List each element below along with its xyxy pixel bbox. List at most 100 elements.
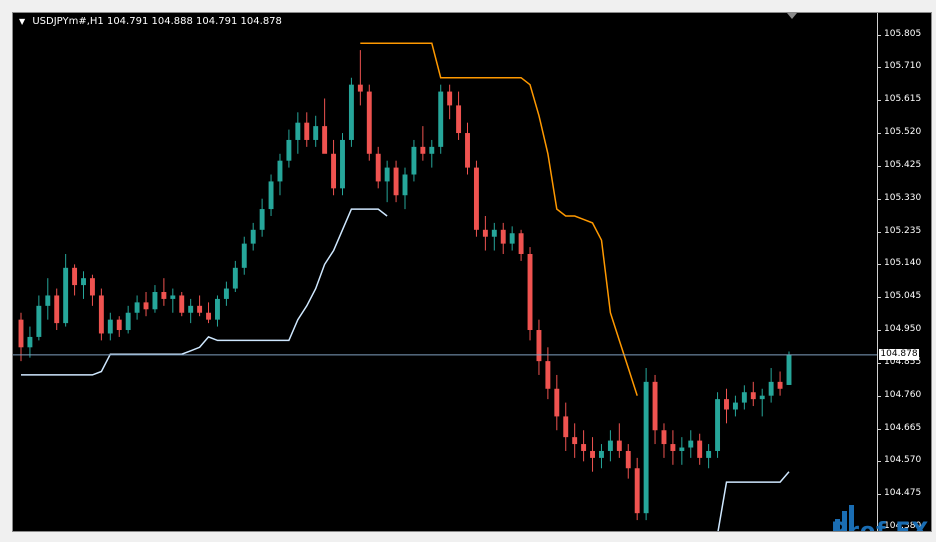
bear-candle[interactable]: [357, 84, 363, 92]
bull-candle[interactable]: [438, 91, 444, 147]
bull-candle[interactable]: [411, 146, 417, 175]
bull-candle[interactable]: [402, 174, 408, 196]
bull-candle[interactable]: [250, 229, 256, 244]
bull-candle[interactable]: [509, 233, 515, 244]
bear-candle[interactable]: [72, 267, 78, 286]
bull-candle[interactable]: [786, 354, 792, 385]
bull-candle[interactable]: [599, 450, 604, 458]
bull-candle[interactable]: [27, 336, 33, 348]
bull-candle[interactable]: [45, 295, 51, 306]
bear-candle[interactable]: [572, 437, 578, 445]
bear-candle[interactable]: [661, 430, 667, 445]
bull-candle[interactable]: [188, 305, 194, 313]
bear-candle[interactable]: [116, 319, 122, 331]
bull-candle[interactable]: [215, 298, 220, 320]
bear-candle[interactable]: [456, 105, 462, 134]
chart-window[interactable]: ▼ USDJPYm#,H1 104.791 104.888 104.791 10…: [12, 12, 932, 532]
bull-candle[interactable]: [768, 381, 774, 396]
bull-candle[interactable]: [259, 209, 265, 230]
bull-candle[interactable]: [607, 440, 613, 451]
bull-candle[interactable]: [643, 381, 649, 514]
price-axis-tick: [877, 34, 881, 36]
bear-candle[interactable]: [482, 229, 488, 237]
bear-candle[interactable]: [724, 399, 729, 410]
current-price-label: 104.878: [879, 348, 919, 360]
bull-candle[interactable]: [134, 302, 140, 313]
bull-candle[interactable]: [125, 312, 131, 331]
bear-candle[interactable]: [197, 305, 203, 313]
bull-candle[interactable]: [741, 392, 747, 403]
bear-candle[interactable]: [625, 450, 631, 469]
bear-candle[interactable]: [500, 229, 506, 244]
bull-candle[interactable]: [223, 288, 229, 299]
bear-candle[interactable]: [143, 302, 149, 310]
price-axis-tick: [877, 362, 881, 364]
bull-candle[interactable]: [759, 395, 765, 400]
bull-candle[interactable]: [152, 292, 158, 310]
price-chart-plot[interactable]: [13, 13, 877, 532]
bull-candle[interactable]: [706, 450, 712, 458]
price-axis-label: 105.520: [884, 127, 922, 138]
bear-candle[interactable]: [89, 278, 95, 296]
bull-candle[interactable]: [429, 146, 435, 154]
bear-candle[interactable]: [420, 146, 426, 154]
price-axis-tick: [877, 461, 881, 463]
bull-candle[interactable]: [348, 84, 354, 140]
price-axis-tick: [877, 165, 881, 167]
bear-candle[interactable]: [473, 167, 479, 230]
bear-candle[interactable]: [777, 381, 783, 389]
bull-candle[interactable]: [241, 243, 247, 268]
bear-candle[interactable]: [366, 91, 372, 154]
bear-candle[interactable]: [375, 153, 381, 182]
bear-candle[interactable]: [590, 450, 595, 458]
bull-candle[interactable]: [491, 229, 497, 237]
bear-candle[interactable]: [545, 361, 551, 389]
bull-candle[interactable]: [679, 447, 685, 451]
bear-candle[interactable]: [697, 440, 703, 458]
bull-candle[interactable]: [295, 122, 301, 140]
price-axis-tick: [877, 297, 881, 299]
bull-candle[interactable]: [232, 267, 238, 289]
bear-candle[interactable]: [581, 444, 587, 451]
bull-candle[interactable]: [313, 126, 319, 140]
bull-candle[interactable]: [81, 278, 86, 286]
bull-candle[interactable]: [340, 139, 345, 189]
bear-candle[interactable]: [206, 312, 211, 320]
bear-candle[interactable]: [393, 167, 399, 196]
bull-candle[interactable]: [107, 319, 113, 334]
bear-candle[interactable]: [18, 319, 24, 348]
triangle-down-icon[interactable]: ▼: [19, 17, 26, 26]
bear-candle[interactable]: [465, 133, 470, 168]
bear-candle[interactable]: [447, 91, 453, 106]
bear-candle[interactable]: [634, 468, 640, 514]
bear-candle[interactable]: [750, 392, 756, 400]
bear-candle[interactable]: [554, 388, 560, 417]
bull-candle[interactable]: [286, 139, 292, 161]
bull-candle[interactable]: [277, 160, 283, 182]
bear-candle[interactable]: [563, 416, 569, 438]
bear-candle[interactable]: [652, 381, 658, 431]
bull-candle[interactable]: [63, 267, 69, 324]
bear-candle[interactable]: [536, 330, 542, 362]
bull-candle[interactable]: [170, 295, 176, 299]
bull-candle[interactable]: [715, 399, 721, 451]
bear-candle[interactable]: [616, 440, 622, 451]
bear-candle[interactable]: [518, 233, 524, 254]
bear-candle[interactable]: [527, 253, 533, 331]
bull-candle[interactable]: [268, 181, 274, 210]
bull-candle[interactable]: [732, 402, 738, 410]
bear-candle[interactable]: [670, 444, 676, 451]
chart-shift-marker[interactable]: [787, 13, 797, 19]
price-axis[interactable]: 105.805 105.710 105.615 105.520 105.425 105.3…: [877, 13, 931, 531]
price-axis-tick: [877, 395, 881, 397]
bear-candle[interactable]: [161, 292, 167, 299]
bear-candle[interactable]: [179, 295, 185, 313]
bear-candle[interactable]: [304, 122, 310, 140]
bull-candle[interactable]: [36, 305, 42, 337]
bear-candle[interactable]: [54, 295, 60, 324]
bear-candle[interactable]: [322, 126, 328, 154]
bear-candle[interactable]: [331, 153, 337, 189]
bull-candle[interactable]: [688, 440, 694, 448]
bear-candle[interactable]: [98, 295, 104, 334]
bull-candle[interactable]: [384, 167, 390, 182]
